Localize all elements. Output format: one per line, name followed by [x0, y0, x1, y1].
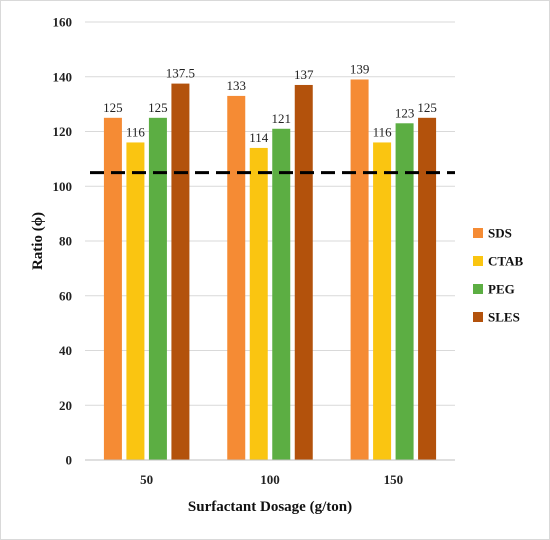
y-tick-label: 20	[59, 398, 72, 413]
x-tick-label: 50	[140, 472, 153, 487]
bar-peg-150	[395, 123, 414, 460]
legend-label-peg: PEG	[488, 282, 515, 297]
y-tick-label: 80	[59, 234, 72, 249]
bar-sles-50	[171, 83, 190, 460]
legend-swatch-ctab	[473, 256, 483, 266]
legend-swatch-peg	[473, 284, 483, 294]
bar-sles-150	[418, 117, 437, 460]
data-label-ctab-100: 114	[249, 130, 269, 145]
data-label-ctab-50: 116	[126, 124, 146, 139]
y-tick-label: 40	[59, 343, 72, 358]
bar-ctab-50	[126, 142, 145, 460]
y-tick-label: 0	[66, 453, 73, 468]
legend-swatch-sds	[473, 228, 483, 238]
y-tick-label: 60	[59, 288, 72, 303]
bar-peg-100	[272, 128, 291, 460]
data-label-sds-50: 125	[103, 100, 123, 115]
legend-label-ctab: CTAB	[488, 254, 523, 269]
data-label-sles-100: 137	[294, 67, 314, 82]
data-label-sles-50: 137.5	[166, 66, 195, 81]
bar-sds-50	[103, 117, 122, 460]
y-axis-title: Ratio (ϕ)	[30, 212, 46, 270]
legend-swatch-sles	[473, 312, 483, 322]
data-label-peg-150: 123	[395, 105, 415, 120]
bar-peg-50	[148, 117, 167, 460]
legend: SDS CTAB PEG SLES	[473, 226, 523, 325]
x-axis-title: Surfactant Dosage (g/ton)	[188, 499, 352, 515]
y-tick-label: 120	[53, 124, 73, 139]
legend-label-sles: SLES	[488, 310, 520, 325]
bar-sds-150	[350, 79, 369, 461]
bars	[103, 79, 437, 461]
data-label-sles-150: 125	[417, 100, 437, 115]
y-tick-label: 100	[53, 179, 73, 194]
y-tick-label: 140	[53, 69, 73, 84]
bar-ctab-100	[249, 147, 268, 461]
x-tick-label: 100	[260, 472, 280, 487]
bar-ctab-150	[373, 142, 392, 460]
data-label-ctab-150: 116	[373, 124, 393, 139]
axes: 0 20 40 60 80 100 120 140 160 50 100 150	[53, 15, 455, 487]
legend-label-sds: SDS	[488, 226, 512, 241]
bar-sles-100	[294, 84, 313, 461]
y-tick-label: 160	[53, 15, 73, 30]
data-label-peg-100: 121	[272, 111, 292, 126]
data-label-sds-100: 133	[227, 78, 247, 93]
x-tick-label: 150	[384, 472, 404, 487]
bar-sds-100	[227, 95, 246, 460]
data-label-peg-50: 125	[148, 100, 168, 115]
data-label-sds-150: 139	[350, 61, 370, 76]
